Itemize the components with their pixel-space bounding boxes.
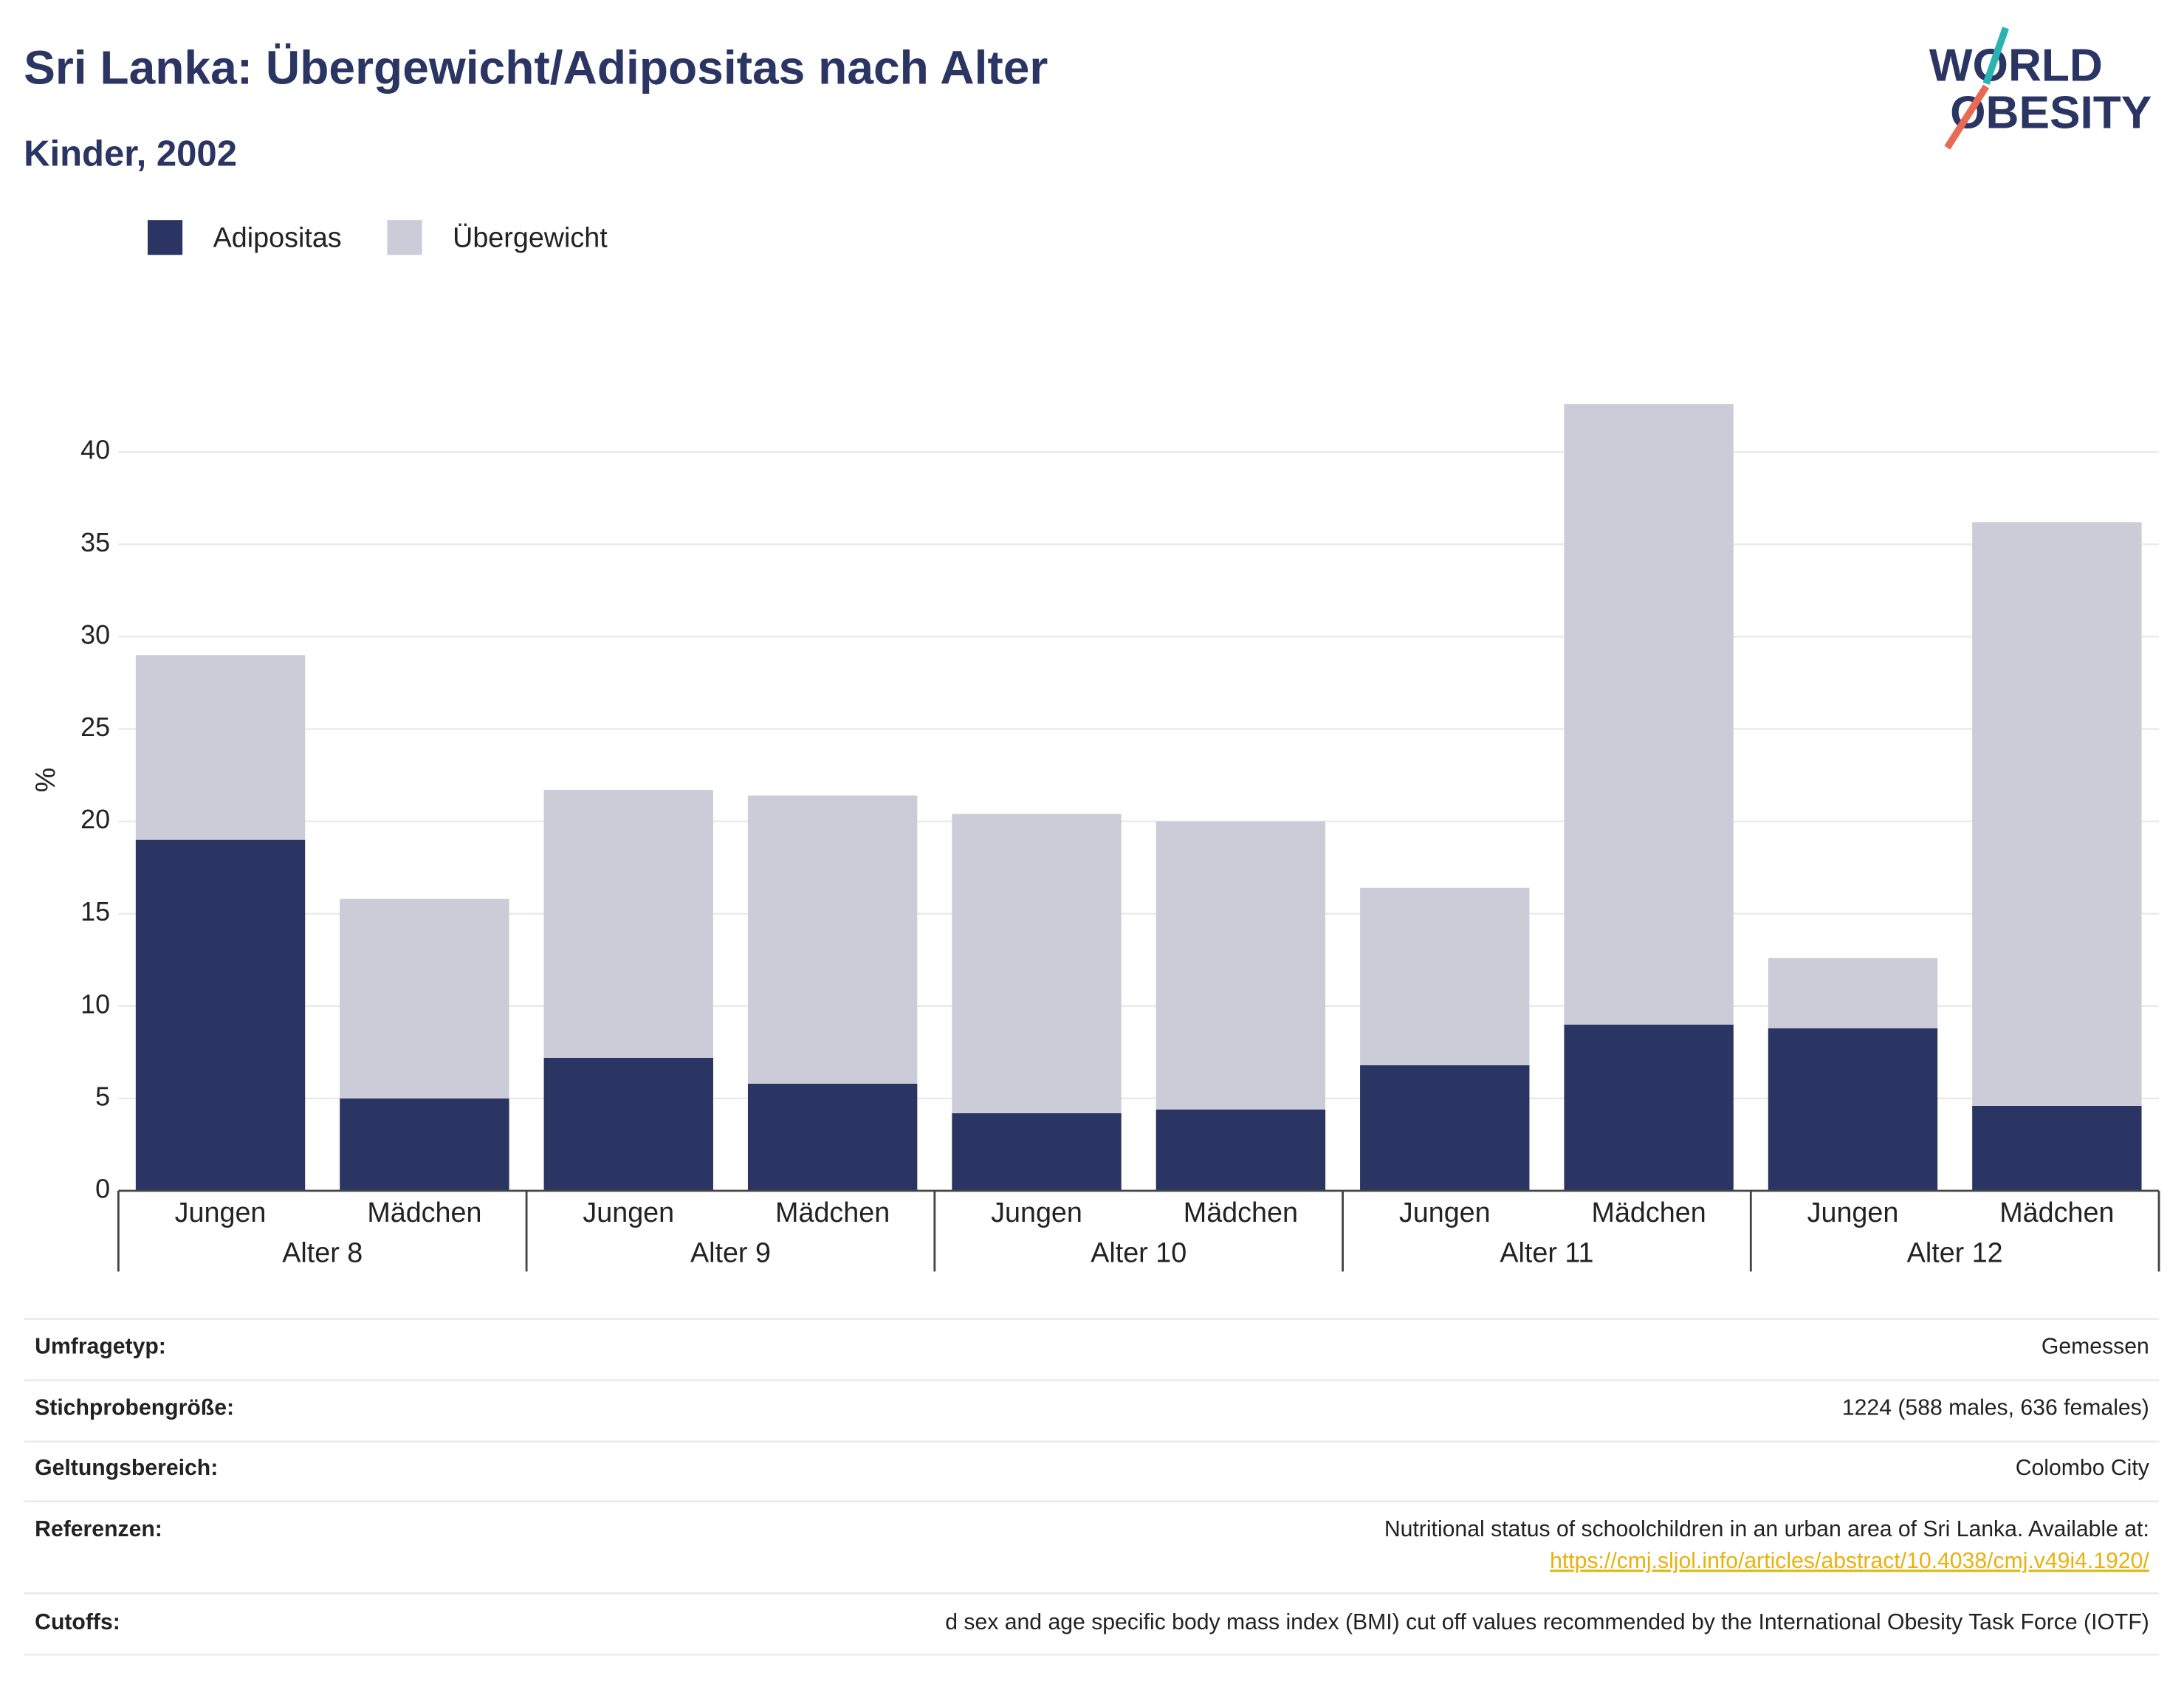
group-label: Alter 12 <box>1907 1237 2003 1268</box>
bar-segment <box>747 1083 918 1192</box>
bar-segment <box>1768 1028 1938 1192</box>
group-label: Alter 9 <box>690 1237 771 1268</box>
y-tick-label: 0 <box>95 1174 110 1203</box>
legend-swatch <box>387 220 422 255</box>
y-tick-label: 10 <box>80 989 110 1019</box>
legend-label: Übergewicht <box>453 222 608 253</box>
group-label: Alter 11 <box>1500 1237 1593 1268</box>
bar-segment <box>135 655 306 840</box>
legend-swatch <box>147 220 183 255</box>
y-tick-label: 15 <box>80 897 110 926</box>
x-tick-label: Mädchen <box>367 1197 481 1228</box>
chart-subtitle: Kinder, 2002 <box>24 134 237 174</box>
table-value: Colombo City <box>2016 1456 2150 1480</box>
table-value: d sex and age specific body mass index (… <box>945 1610 2149 1634</box>
bar-segment <box>1972 522 2142 1106</box>
x-tick-label: Mädchen <box>775 1197 890 1228</box>
bar-segment <box>1564 1024 1734 1192</box>
table-value: 1224 (588 males, 636 females) <box>1842 1396 2149 1420</box>
x-tick-label: Jungen <box>583 1197 674 1228</box>
bar-segment <box>340 1098 509 1192</box>
legend-label: Adipositas <box>213 222 342 253</box>
bar-segment <box>543 790 713 1058</box>
chart-title: Sri Lanka: Übergewicht/Adipositas nach A… <box>24 41 1048 94</box>
x-tick-label: Jungen <box>991 1197 1082 1228</box>
x-tick-label: Jungen <box>1807 1197 1899 1228</box>
x-tick-label: Mädchen <box>1999 1197 2114 1228</box>
table-label: Cutoffs: <box>35 1610 120 1634</box>
y-tick-label: 30 <box>80 620 110 650</box>
table-value: Nutritional status of schoolchildren in … <box>1384 1517 2149 1541</box>
logo-stroke <box>1982 27 2009 85</box>
bar-segment <box>135 839 306 1192</box>
bar-segment <box>1972 1105 2142 1192</box>
y-tick-label: 5 <box>95 1082 110 1111</box>
y-tick-label: 25 <box>80 712 110 742</box>
bar-segment <box>1360 887 1530 1065</box>
table-value: Gemessen <box>2042 1335 2149 1359</box>
y-tick-label: 20 <box>80 805 110 834</box>
group-label: Alter 10 <box>1091 1237 1187 1268</box>
table-label: Referenzen: <box>35 1517 162 1541</box>
bar-segment <box>747 795 918 1084</box>
bar-segment <box>340 898 509 1099</box>
bar-segment <box>1768 957 1938 1028</box>
y-tick-label: 35 <box>80 528 110 557</box>
table-label: Geltungsbereich: <box>35 1456 218 1480</box>
x-tick-label: Jungen <box>1399 1197 1491 1228</box>
x-tick-label: Jungen <box>175 1197 267 1228</box>
group-label: Alter 8 <box>282 1237 363 1268</box>
bar-segment <box>1155 821 1326 1110</box>
x-tick-label: Mädchen <box>1592 1197 1706 1228</box>
reference-link[interactable]: https://cmj.sljol.info/articles/abstract… <box>1550 1549 2149 1573</box>
bar-segment <box>543 1057 713 1192</box>
logo-stroke <box>1944 84 1990 150</box>
bar-segment <box>1360 1065 1530 1192</box>
y-axis-label: % <box>30 768 61 793</box>
table-label: Stichprobengröße: <box>35 1396 234 1420</box>
logo-line1: WORLD <box>1929 40 2103 91</box>
bar-segment <box>952 1113 1122 1192</box>
x-tick-label: Mädchen <box>1184 1197 1298 1228</box>
table-label: Umfragetyp: <box>35 1335 166 1359</box>
bar-segment <box>1564 404 1734 1025</box>
bar-segment <box>1155 1109 1326 1192</box>
bar-segment <box>952 814 1122 1113</box>
y-tick-label: 40 <box>80 436 110 465</box>
